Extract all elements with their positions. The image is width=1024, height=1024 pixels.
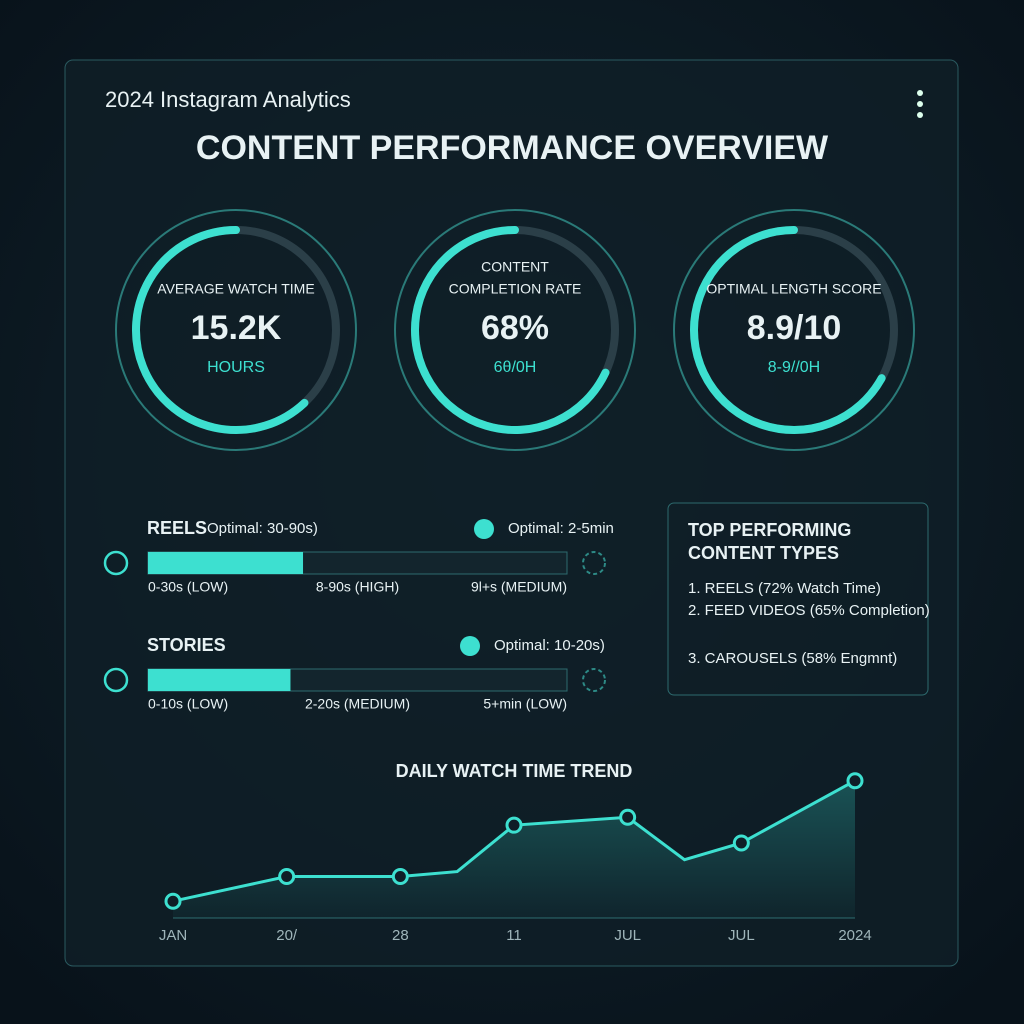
- menu-dot[interactable]: [917, 101, 923, 107]
- trend-point: [505, 816, 523, 834]
- bar-note: Optimal: 30-90s): [207, 520, 318, 537]
- bar-tick-label: 0-10s (LOW): [148, 696, 228, 712]
- top-panel-item: 1. REELS (72% Watch Time): [688, 580, 881, 597]
- trend-area: [173, 780, 855, 918]
- trend-point: [732, 834, 750, 852]
- bar-tick-label: 8-90s (HIGH): [316, 579, 399, 595]
- gauge-sub: HOURS: [207, 359, 265, 376]
- trend-point: [846, 772, 864, 790]
- top-panel-title: TOP PERFORMING: [688, 520, 851, 540]
- top-panel-box: [667, 502, 929, 696]
- x-tick-label: 20/: [276, 927, 298, 944]
- bar-note-icon: [474, 519, 494, 539]
- gauge-outer: [115, 209, 357, 451]
- gauge-arc: [690, 226, 886, 434]
- bar-note-icon: [460, 636, 480, 656]
- bar-name: STORIES: [147, 635, 226, 655]
- x-tick-label: 2024: [838, 927, 871, 944]
- gauge-arc: [132, 226, 309, 434]
- bar-fill: [148, 552, 304, 574]
- gauge-value: 15.2K: [191, 309, 282, 347]
- gauge-arc: [411, 226, 610, 434]
- top-panel-title: CONTENT TYPES: [688, 543, 839, 563]
- menu-dot[interactable]: [917, 112, 923, 118]
- gauge-outer: [394, 209, 636, 451]
- bar-name: REELS: [147, 518, 207, 538]
- bar-fill: [148, 669, 291, 691]
- gauge-value: 68%: [481, 309, 549, 347]
- x-tick-label: JAN: [159, 927, 187, 944]
- gauge-sub: 8-9//0H: [768, 359, 820, 376]
- gauge-label: AVERAGE WATCH TIME: [157, 281, 314, 297]
- x-tick-label: 11: [506, 927, 522, 944]
- bar-end-icon: [582, 668, 606, 692]
- bar-end-icon: [582, 551, 606, 575]
- trend-point: [164, 892, 182, 910]
- x-tick-label: 28: [392, 927, 409, 944]
- gauge-outer: [673, 209, 915, 451]
- gauge-label: OPTIMAL LENGTH SCORE: [706, 281, 881, 297]
- app-title: 2024 Instagram Analytics: [105, 87, 351, 112]
- trend-title: DAILY WATCH TIME TREND: [396, 761, 633, 781]
- gauge-sub: 6θ/0H: [494, 359, 537, 376]
- x-tick-label: JUL: [614, 927, 641, 944]
- gauge-value: 8.9/10: [747, 309, 842, 347]
- gauge-label: COMPLETION RATE: [449, 281, 582, 297]
- bar-tick-label: 0-30s (LOW): [148, 579, 228, 595]
- bar-icon: [103, 667, 129, 693]
- trend-point: [619, 808, 637, 826]
- bar-tick-label: 9l+s (MEDIUM): [471, 579, 567, 595]
- top-panel-item: 3. CAROUSELS (58% Engmnt): [688, 650, 897, 667]
- trend-point: [391, 868, 409, 886]
- x-tick-label: JUL: [728, 927, 755, 944]
- menu-dot[interactable]: [917, 90, 923, 96]
- trend-point: [278, 868, 296, 886]
- bar-tick-label: 5+min (LOW): [483, 696, 567, 712]
- panel: [64, 59, 959, 967]
- page-heading: CONTENT PERFORMANCE OVERVIEW: [196, 129, 829, 167]
- bar-tick-label: 2-20s (MEDIUM): [305, 696, 410, 712]
- bar-icon: [103, 550, 129, 576]
- top-panel-item: 2. FEED VIDEOS (65% Completion): [688, 602, 930, 619]
- bar-right-note: Optimal: 10-20s): [494, 637, 605, 654]
- bar-right-note: Optimal: 2-5min: [508, 520, 614, 537]
- gauge-label: CONTENT: [481, 259, 549, 275]
